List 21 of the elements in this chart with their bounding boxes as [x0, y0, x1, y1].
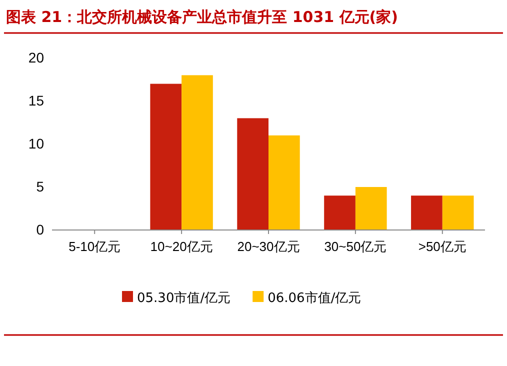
bar [150, 84, 182, 230]
x-tick-label: 5-10亿元 [68, 239, 121, 254]
y-tick-label: 0 [36, 221, 44, 238]
y-tick-label: 20 [28, 49, 44, 66]
bar [237, 118, 268, 230]
bar [442, 196, 474, 230]
x-tick-label: 10~20亿元 [150, 239, 213, 254]
bar [411, 196, 442, 230]
bar [324, 196, 356, 230]
chart-title: 图表 21：北交所机械设备产业总市值升至 1031 亿元(家) [6, 8, 398, 26]
x-tick-label: 30~50亿元 [324, 239, 387, 254]
x-tick-label: 20~30亿元 [237, 239, 300, 254]
y-tick-label: 10 [28, 135, 44, 152]
legend-label: 05.30市值/亿元 [137, 291, 231, 306]
bar [355, 187, 387, 230]
y-tick-label: 15 [28, 92, 44, 108]
x-tick-label: >50亿元 [418, 239, 466, 254]
bar [182, 75, 213, 230]
bar [268, 135, 300, 230]
legend-label: 06.06市值/亿元 [268, 291, 362, 306]
y-tick-label: 5 [36, 178, 44, 194]
